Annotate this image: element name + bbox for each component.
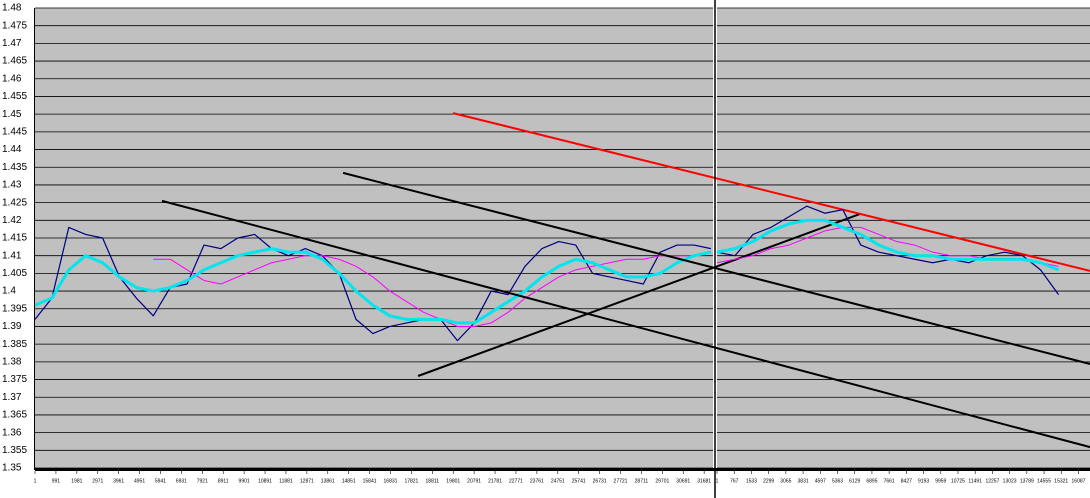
x-tick-label: 1981 xyxy=(71,478,82,484)
x-tick-label: 9959 xyxy=(935,478,946,484)
x-tick-label: 17821 xyxy=(404,478,418,484)
x-tick-label: 14555 xyxy=(1037,478,1051,484)
x-tick-label: 29701 xyxy=(655,478,669,484)
y-tick-label: 1.47 xyxy=(2,38,22,49)
trend-line xyxy=(417,212,861,377)
y-tick-label: 1.365 xyxy=(2,410,27,421)
series-line xyxy=(716,205,1060,295)
x-tick-label: 20791 xyxy=(467,478,481,484)
series-line xyxy=(153,251,711,327)
x-tick-label: 15841 xyxy=(363,478,377,484)
y-tick-label: 1.41 xyxy=(2,250,22,261)
x-tick-label: 3961 xyxy=(113,478,124,484)
y-tick-label: 1.46 xyxy=(2,73,22,84)
trend-line xyxy=(342,171,1090,365)
x-tick-label: 11881 xyxy=(279,478,293,484)
y-tick-label: 1.39 xyxy=(2,321,22,332)
x-tick-label: 16087 xyxy=(1072,478,1086,484)
x-tick-label: 1533 xyxy=(746,478,757,484)
x-tick-label: 26731 xyxy=(593,478,607,484)
x-tick-label: 6895 xyxy=(866,478,877,484)
x-tick-label: 2971 xyxy=(92,478,103,484)
series-line xyxy=(716,218,1060,272)
y-tick-label: 1.43 xyxy=(2,180,22,191)
y-tick-label: 1.445 xyxy=(2,126,27,137)
x-tick-label: 16831 xyxy=(384,478,398,484)
x-tick-label: 6931 xyxy=(176,478,187,484)
x-tick-label: 10891 xyxy=(258,478,272,484)
y-tick-label: 1.375 xyxy=(2,374,27,385)
x-tick-label: 9193 xyxy=(918,478,929,484)
x-tick-label: 12871 xyxy=(300,478,314,484)
x-tick-label: 2299 xyxy=(763,478,774,484)
x-tick-label: 4951 xyxy=(134,478,145,484)
x-tick-label: 767 xyxy=(730,478,739,484)
y-tick-label: 1.35 xyxy=(2,463,22,474)
x-tick-label: 991 xyxy=(52,478,61,484)
y-tick-label: 1.435 xyxy=(2,162,27,173)
y-tick-label: 1.385 xyxy=(2,339,27,350)
series-line xyxy=(34,247,712,325)
y-tick-label: 1.42 xyxy=(2,215,22,226)
y-tick-label: 1.405 xyxy=(2,268,27,279)
x-tick-label: 27721 xyxy=(614,478,628,484)
x-tick-label: 7661 xyxy=(884,478,895,484)
x-tick-label: 5941 xyxy=(155,478,166,484)
trend-line xyxy=(161,199,1090,449)
x-tick-label: 28711 xyxy=(635,478,649,484)
y-tick-label: 1.395 xyxy=(2,303,27,314)
x-tick-label: 1 xyxy=(716,478,719,484)
series-line xyxy=(34,226,712,342)
y-tick-label: 1.415 xyxy=(2,233,27,244)
y-tick-label: 1.475 xyxy=(2,20,27,31)
x-tick-label: 23761 xyxy=(530,478,544,484)
x-tick-label: 18811 xyxy=(426,478,440,484)
x-tick-label: 9901 xyxy=(239,478,250,484)
x-tick-label: 15321 xyxy=(1054,478,1068,484)
x-tick-label: 3065 xyxy=(780,478,791,484)
x-tick-label: 8427 xyxy=(901,478,912,484)
x-tick-label: 1 xyxy=(34,478,37,484)
x-tick-label: 19801 xyxy=(446,478,460,484)
x-tick-label: 3831 xyxy=(798,478,809,484)
x-tick-label: 13789 xyxy=(1020,478,1034,484)
y-tick-label: 1.425 xyxy=(2,197,27,208)
x-tick-label: 10725 xyxy=(951,478,965,484)
x-tick-label: 4597 xyxy=(815,478,826,484)
x-tick-label: 12257 xyxy=(985,478,999,484)
y-tick-label: 1.44 xyxy=(2,144,22,155)
y-tick-label: 1.38 xyxy=(2,356,22,367)
trend-line xyxy=(452,112,1090,272)
y-tick-label: 1.48 xyxy=(2,3,22,14)
x-tick-label: 30691 xyxy=(676,478,690,484)
y-tick-label: 1.4 xyxy=(2,286,16,297)
x-tick-label: 25741 xyxy=(572,478,586,484)
x-tick-label: 13861 xyxy=(321,478,335,484)
x-tick-label: 5363 xyxy=(832,478,843,484)
x-tick-label: 31681 xyxy=(697,478,711,484)
x-tick-label: 14851 xyxy=(342,478,356,484)
x-tick-label: 8911 xyxy=(218,478,229,484)
x-tick-label: 6129 xyxy=(849,478,860,484)
y-tick-label: 1.465 xyxy=(2,56,27,67)
x-tick-label: 13023 xyxy=(1003,478,1017,484)
x-tick-label: 21781 xyxy=(488,478,502,484)
y-tick-label: 1.455 xyxy=(2,91,27,102)
y-tick-label: 1.355 xyxy=(2,445,27,456)
y-tick-label: 1.37 xyxy=(2,392,22,403)
x-tick-label: 11491 xyxy=(968,478,982,484)
x-tick-label: 7921 xyxy=(197,478,208,484)
x-tick-label: 22771 xyxy=(509,478,523,484)
y-tick-label: 1.45 xyxy=(2,109,22,120)
x-tick-label: 24751 xyxy=(551,478,565,484)
y-tick-label: 1.36 xyxy=(2,427,22,438)
